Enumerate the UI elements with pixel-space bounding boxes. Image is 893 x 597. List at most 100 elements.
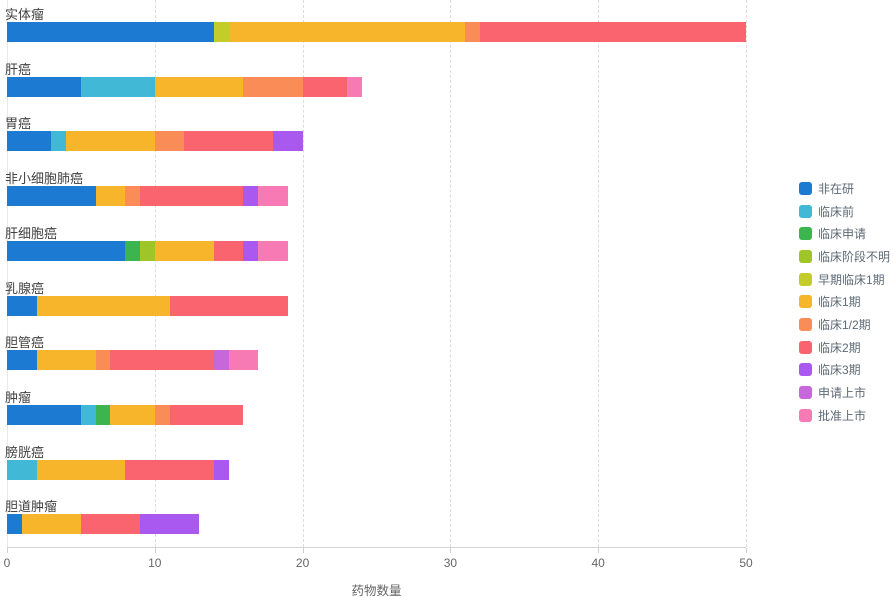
legend-label: 非在研 <box>818 181 855 196</box>
legend-item[interactable]: 临床1期 <box>799 290 890 313</box>
bar-segment[interactable] <box>302 76 347 97</box>
x-tick-mark <box>7 548 8 553</box>
bar-segment[interactable] <box>7 186 96 207</box>
legend-item[interactable]: 非在研 <box>799 177 890 200</box>
bar-row <box>7 350 259 371</box>
bar-segment[interactable] <box>139 514 200 535</box>
bar-segment[interactable] <box>272 131 303 152</box>
bar-segment[interactable] <box>169 295 288 316</box>
bar-segment[interactable] <box>243 186 259 207</box>
legend-item[interactable]: 临床3期 <box>799 359 890 382</box>
legend-label: 临床1期 <box>818 295 861 310</box>
legend-item[interactable]: 临床前 <box>799 200 890 223</box>
legend: 非在研临床前临床申请临床阶段不明早期临床1期临床1期临床1/2期 临床2期临床3期… <box>799 177 890 427</box>
bar-segment[interactable] <box>7 459 37 480</box>
bar-segment[interactable] <box>184 131 273 152</box>
bar-segment[interactable] <box>7 404 81 425</box>
bar-segment[interactable] <box>95 350 111 371</box>
x-tick-label-30: 30 <box>443 556 458 570</box>
bar-segment[interactable] <box>7 514 22 535</box>
x-tick-label-0: 0 <box>3 556 11 570</box>
bar-segment[interactable] <box>125 186 140 207</box>
category-label: 胆管癌 <box>5 335 45 351</box>
legend-swatch-icon <box>799 317 812 331</box>
legend-swatch-icon <box>799 295 812 309</box>
bar-segment[interactable] <box>80 514 140 535</box>
bar-row <box>7 404 244 425</box>
bar-segment[interactable] <box>139 186 244 207</box>
legend-item[interactable]: 临床申请 <box>799 222 890 245</box>
bar-segment[interactable] <box>154 131 185 152</box>
x-tick-mark <box>450 548 452 553</box>
bar-segment[interactable] <box>213 350 229 371</box>
x-axis-line <box>7 547 746 548</box>
legend-label: 临床申请 <box>818 227 867 242</box>
bar-segment[interactable] <box>169 404 244 425</box>
bar-segment[interactable] <box>125 459 214 480</box>
legend-label: 临床阶段不明 <box>818 249 891 264</box>
bar-segment[interactable] <box>21 514 81 535</box>
category-label: 肝癌 <box>5 61 32 77</box>
bar-segment[interactable] <box>125 240 140 261</box>
bar-segment[interactable] <box>213 459 229 480</box>
bar-segment[interactable] <box>80 404 96 425</box>
bar-segment[interactable] <box>346 76 362 97</box>
x-tick-label-10: 10 <box>148 556 162 570</box>
bar-segment[interactable] <box>228 22 466 42</box>
legend-item[interactable]: 临床阶段不明 <box>799 245 890 268</box>
bar-segment[interactable] <box>258 186 288 207</box>
bar-row <box>7 295 288 316</box>
bar-segment[interactable] <box>243 240 259 261</box>
bar-segment[interactable] <box>7 350 37 371</box>
legend-item[interactable]: 批准上市 <box>799 404 890 427</box>
gridline-50 <box>746 0 747 547</box>
bar-segment[interactable] <box>228 350 259 371</box>
bar-segment[interactable] <box>66 131 155 152</box>
bar-segment[interactable] <box>80 76 155 97</box>
bar-segment[interactable] <box>465 22 480 42</box>
bar-segment[interactable] <box>110 404 155 425</box>
bar-segment[interactable] <box>7 131 52 152</box>
legend-swatch-icon <box>799 340 812 354</box>
bar-segment[interactable] <box>7 295 37 316</box>
legend-label: 临床3期 <box>818 363 861 378</box>
bar-segment[interactable] <box>36 459 126 480</box>
bar-segment[interactable] <box>213 240 244 261</box>
bar-segment[interactable] <box>243 76 303 97</box>
legend-item[interactable]: 临床2期 <box>799 336 890 359</box>
x-tick-label-20: 20 <box>295 556 310 570</box>
category-label: 实体瘤 <box>5 7 45 22</box>
legend-swatch-icon <box>799 181 812 195</box>
legend-label: 临床前 <box>818 204 855 219</box>
bar-row <box>7 459 229 480</box>
category-label: 膀胱癌 <box>5 444 45 460</box>
legend-item[interactable]: 早期临床1期 <box>799 268 890 291</box>
bar-segment[interactable] <box>7 240 126 261</box>
legend-swatch-icon <box>799 227 812 241</box>
bar-segment[interactable] <box>258 240 288 261</box>
x-tick-label-50: 50 <box>739 556 753 570</box>
bar-segment[interactable] <box>140 240 155 261</box>
bar-segment[interactable] <box>154 76 244 97</box>
bar-segment[interactable] <box>154 240 214 261</box>
bar-segment[interactable] <box>154 404 170 425</box>
category-label: 非小细胞肺癌 <box>5 171 84 187</box>
bar-segment[interactable] <box>213 22 229 42</box>
bar-segment[interactable] <box>36 350 96 371</box>
x-tick-mark <box>746 548 747 553</box>
bar-segment[interactable] <box>7 22 214 42</box>
legend-item[interactable]: 临床1/2期 <box>799 313 890 336</box>
bar-segment[interactable] <box>7 76 81 97</box>
bar-segment[interactable] <box>110 350 214 371</box>
legend-label: 批准上市 <box>818 408 867 423</box>
bar-segment[interactable] <box>51 131 67 152</box>
category-label: 肝细胞癌 <box>5 225 58 241</box>
bar-segment[interactable] <box>479 22 746 42</box>
legend-item[interactable]: 申请上市 <box>799 381 890 404</box>
bar-segment[interactable] <box>36 295 170 316</box>
legend-swatch-icon <box>799 386 812 400</box>
gridline-0 <box>7 0 8 547</box>
bar-segment[interactable] <box>95 186 126 207</box>
bar-segment[interactable] <box>95 404 111 425</box>
